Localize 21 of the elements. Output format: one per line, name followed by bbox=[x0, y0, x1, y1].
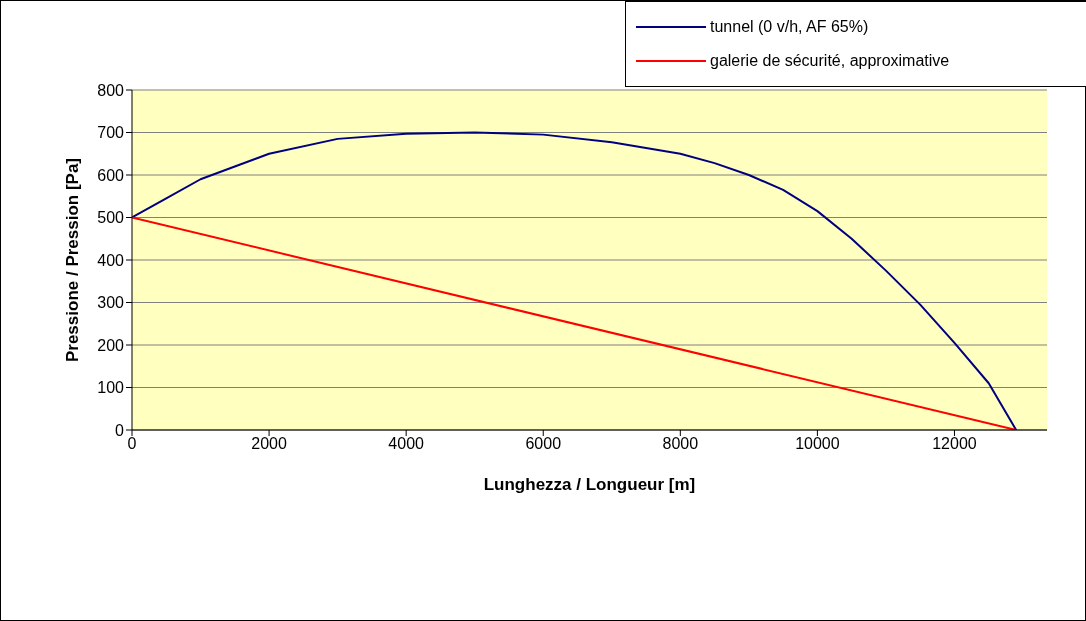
y-tick-label: 0 bbox=[115, 421, 125, 439]
legend-label: tunnel (0 v/h, AF 65%) bbox=[710, 18, 869, 36]
y-tick-label: 700 bbox=[97, 124, 125, 142]
x-tick-label: 0 bbox=[127, 435, 137, 453]
y-tick-label: 300 bbox=[97, 294, 125, 312]
y-tick-label: 100 bbox=[97, 379, 125, 397]
y-tick-label: 600 bbox=[97, 166, 125, 184]
x-tick-label: 8000 bbox=[662, 435, 699, 453]
x-tick-label: 4000 bbox=[388, 435, 425, 453]
legend-label: galerie de sécurité, approximative bbox=[710, 52, 950, 70]
x-tick-label: 10000 bbox=[795, 435, 840, 453]
x-tick-label: 6000 bbox=[525, 435, 562, 453]
y-tick-label: 500 bbox=[97, 209, 125, 227]
x-tick-label: 2000 bbox=[251, 435, 287, 453]
y-tick-label: 200 bbox=[97, 336, 125, 354]
y-axis-title: Pressione / Pression [Pa] bbox=[63, 157, 83, 363]
y-tick-label: 800 bbox=[97, 81, 125, 99]
x-tick-label: 12000 bbox=[932, 435, 977, 453]
x-axis-title: Lunghezza / Longueur [m] bbox=[483, 475, 696, 494]
line-series bbox=[132, 131, 1018, 430]
y-tick-label: 400 bbox=[97, 251, 125, 269]
